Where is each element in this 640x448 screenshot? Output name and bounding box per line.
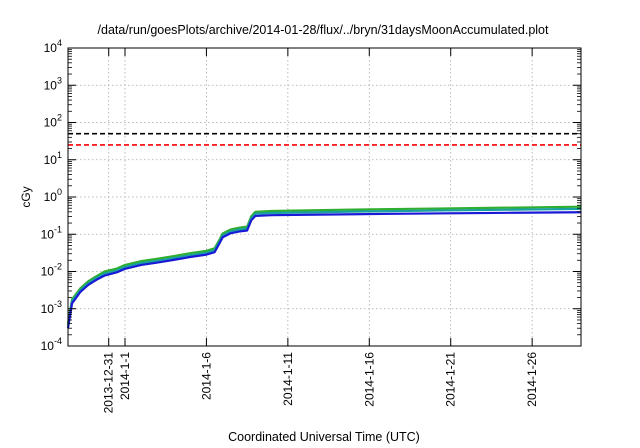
- chart-title: /data/run/goesPlots/archive/2014-01-28/f…: [98, 23, 549, 37]
- series-line: [66, 205, 582, 324]
- grid-lines: [68, 48, 581, 346]
- y-tick-label: 101: [44, 150, 62, 167]
- y-tick-label: 10-2: [41, 262, 62, 279]
- x-tick-label: 2014-1-6: [199, 352, 213, 400]
- y-axis-title: cGy: [19, 186, 33, 207]
- y-tick-label: 10-4: [41, 336, 62, 353]
- x-axis-title: Coordinated Universal Time (UTC): [228, 430, 420, 444]
- x-tick-labels: 2013-12-31 2014-1-1 2014-1-6 2014-1-11 2014-…: [102, 352, 539, 414]
- series-line: [66, 207, 582, 326]
- series-line: [66, 211, 582, 329]
- x-tick-label: 2014-1-11: [281, 352, 295, 406]
- x-tick-label: 2014-1-26: [525, 352, 539, 407]
- x-tick-label: 2014-1-1: [118, 352, 132, 400]
- y-tick-label: 103: [44, 75, 62, 92]
- y-tick-label: 102: [44, 113, 62, 130]
- x-tick-label: 2014-1-16: [362, 352, 376, 407]
- reference-lines: [68, 132, 581, 146]
- y-tick-labels: 10-4 10-3 10-2 10-1 100 101 102 103 104: [41, 38, 62, 353]
- y-tick-label: 104: [44, 38, 62, 55]
- y-tick-label: 10-1: [41, 224, 62, 241]
- x-tick-label: 2014-1-21: [444, 352, 458, 407]
- y-tick-label: 10-3: [41, 299, 62, 316]
- x-tick-label: 2013-12-31: [102, 352, 116, 414]
- series-lines: [66, 205, 582, 329]
- y-tick-label: 100: [44, 187, 62, 204]
- axis-ticks: [68, 47, 581, 347]
